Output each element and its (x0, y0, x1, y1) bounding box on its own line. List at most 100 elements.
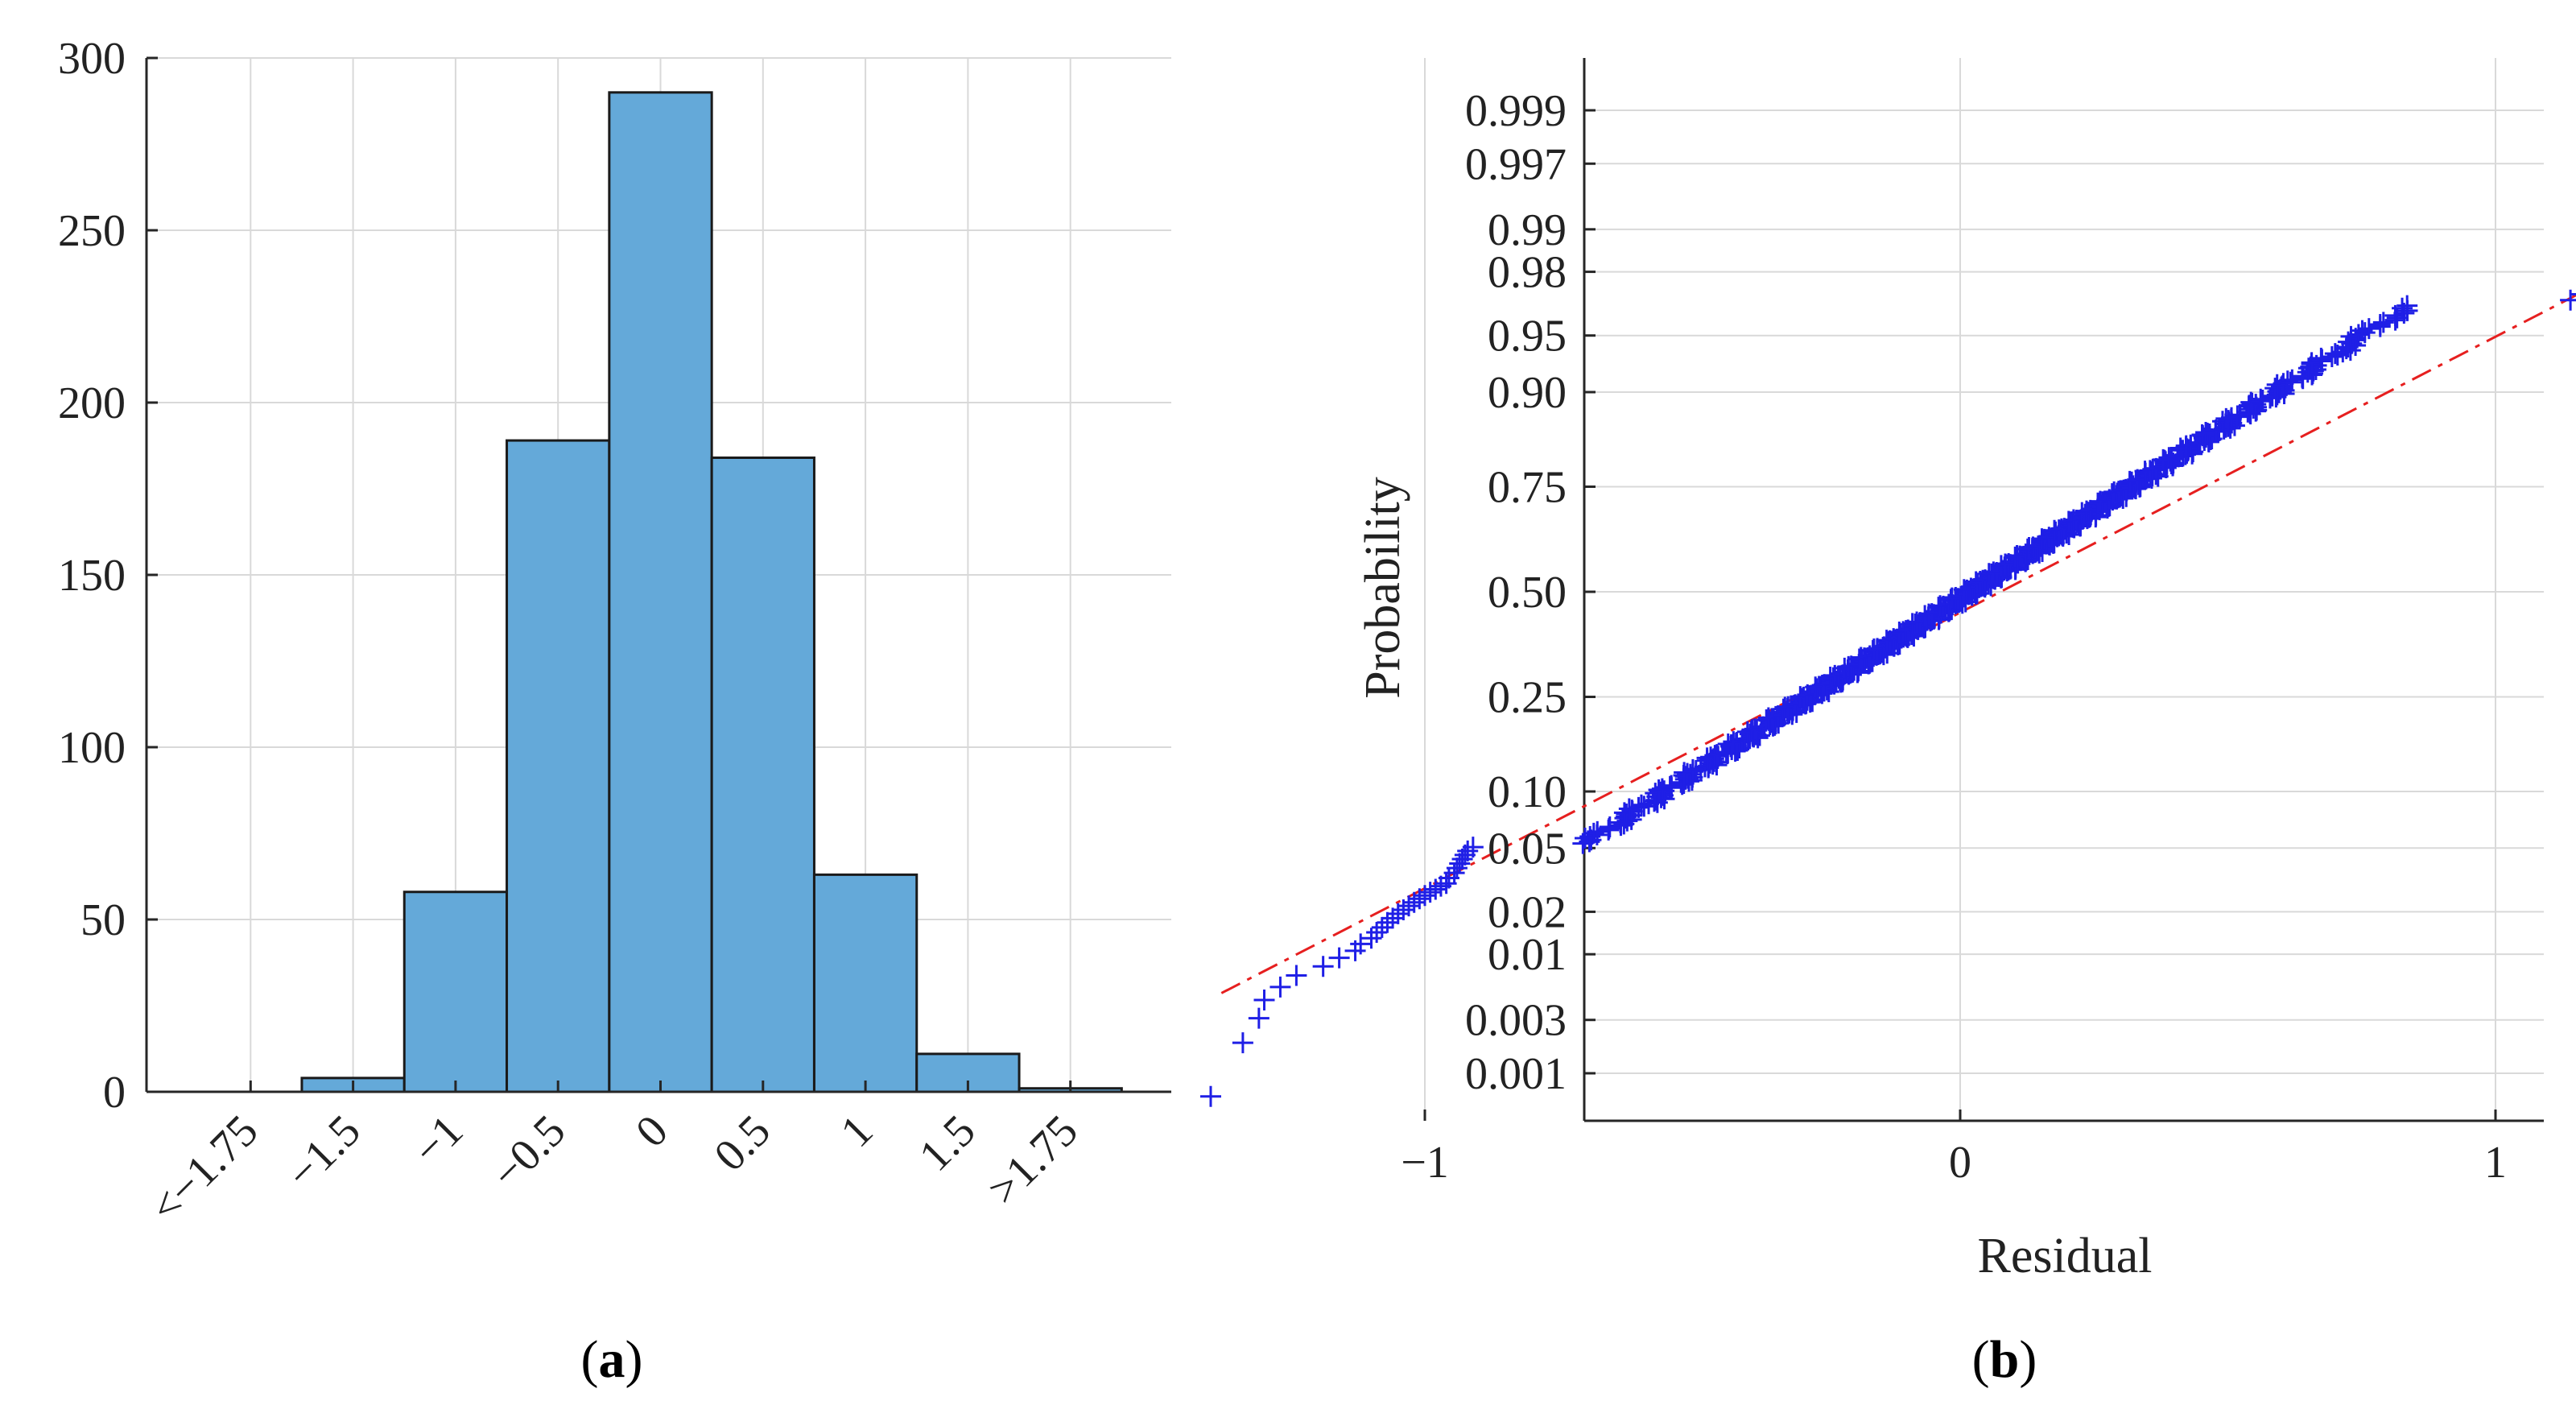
probability-plot-axes (1423, 58, 2544, 1122)
residual-point (2369, 314, 2391, 336)
residual-point (1366, 922, 1388, 944)
histogram-x-tick-label: −0.5 (482, 1105, 576, 1199)
histogram-panel: 0 50 100 150 200 250 300 <−1.75 −1.5 −1 −0.5 0 0.5 1… (58, 34, 1171, 1389)
residual-point (2560, 289, 2576, 311)
residual-point (1360, 928, 1382, 949)
residual-point (1200, 1085, 1221, 1107)
histogram-y-tick-label: 250 (58, 206, 126, 256)
reference-line-segment (1220, 294, 2576, 994)
residual-point (2392, 297, 2413, 319)
residual-point (1575, 828, 1596, 849)
probability-y-tick-label: 0.001 (1465, 1049, 1567, 1099)
histogram-bar (506, 439, 611, 1093)
residual-point (1435, 873, 1457, 895)
histogram-x-tick-labels: <−1.75 −1.5 −1 −0.5 0 0.5 1 1.5>1.75 (141, 1105, 1088, 1233)
residual-point (2570, 292, 2576, 295)
residual-x-tick-label: −1 (1401, 1138, 1449, 1188)
x-axis-title: Residual (1978, 1229, 2153, 1283)
residual-point (2301, 352, 2322, 374)
probability-y-tick-label: 0.999 (1465, 86, 1567, 136)
probability-y-tick-label: 0.05 (1488, 824, 1567, 874)
residual-point (1419, 882, 1441, 903)
residual-point (1232, 1032, 1253, 1054)
residual-point (1328, 947, 1350, 969)
probability-y-tick-label: 0.003 (1465, 996, 1567, 1046)
histogram-x-tick-label: 0 (626, 1105, 678, 1157)
residual-point (1446, 857, 1468, 879)
histogram-y-tick-label: 100 (58, 723, 126, 773)
panel-label-a: (a) (581, 1330, 643, 1389)
residual-point (1628, 796, 1649, 818)
probability-y-tick-label: 0.50 (1488, 568, 1567, 618)
residual-point (1403, 891, 1425, 913)
probability-y-tick-label: 0.01 (1488, 930, 1567, 980)
histogram-y-tick-label: 0 (103, 1068, 126, 1118)
residual-point (1587, 820, 1608, 842)
probability-y-tick-label: 0.99 (1488, 205, 1567, 255)
probability-plot-grid (1424, 58, 2544, 1121)
histogram-y-tick-label: 150 (58, 551, 126, 601)
residual-point (2372, 312, 2394, 333)
histogram-y-tick-labels: 0 50 100 150 200 250 300 (58, 34, 126, 1118)
residual-point (1425, 878, 1447, 900)
histogram-x-tick-label: −1.5 (277, 1105, 370, 1199)
residual-point (1457, 840, 1479, 862)
residual-point (1462, 837, 1484, 858)
histogram-bars (300, 91, 1123, 1093)
histogram-bar (710, 456, 815, 1093)
residual-point (1443, 862, 1465, 884)
histogram-x-tick-label: 1.5 (910, 1105, 985, 1180)
probability-y-tick-label: 0.10 (1488, 767, 1567, 817)
residual-point (1269, 976, 1291, 998)
residual-point (1449, 853, 1471, 874)
histogram-bar (402, 891, 509, 1093)
histogram-x-tick-label: <−1.75 (141, 1105, 268, 1233)
probability-y-tick-label: 0.02 (1488, 887, 1567, 937)
y-axis-title: Probability (1356, 477, 1410, 699)
probability-y-tick-label: 0.75 (1488, 462, 1567, 512)
histogram-bar (608, 91, 713, 1093)
residual-point (1414, 885, 1435, 907)
residual-point (2277, 370, 2298, 392)
residual-point (1387, 903, 1409, 924)
probability-y-tick-label: 0.25 (1488, 673, 1567, 723)
residual-point (2321, 345, 2343, 367)
residual-point (1350, 933, 1372, 955)
residual-point (2281, 369, 2303, 391)
residual-x-tick-labels: −1012 (1401, 1138, 2507, 1188)
histogram-x-tick-label: 0.5 (705, 1105, 780, 1180)
histogram-bar (812, 873, 919, 1093)
residual-point (1583, 822, 1604, 844)
histogram-x-tick-label: 1 (832, 1105, 883, 1157)
residual-point (1599, 816, 1620, 838)
residual-point (1312, 956, 1334, 977)
histogram-x-tick-label: >1.75 (978, 1105, 1087, 1214)
residual-point (2310, 347, 2332, 369)
probability-y-tick-label: 0.997 (1465, 139, 1567, 189)
histogram-axes (145, 56, 1171, 1093)
histogram-y-tick-label: 300 (58, 34, 126, 84)
residual-points (1200, 289, 2576, 1107)
probability-y-tick-label: 0.95 (1488, 312, 1567, 362)
residual-point (1286, 965, 1307, 986)
probability-y-tick-label: 0.98 (1488, 248, 1567, 298)
residual-point (1618, 798, 1640, 820)
residual-point (1398, 895, 1420, 917)
residual-point (2280, 371, 2301, 393)
panel-label-b: (b) (1972, 1330, 2037, 1389)
residual-point (1409, 888, 1430, 910)
residual-point (2354, 322, 2376, 344)
residual-x-tick-label: 0 (1949, 1138, 1971, 1188)
histogram-x-tick-label: −1 (403, 1105, 473, 1175)
residual-point (1393, 899, 1414, 921)
residual-point (1248, 1007, 1269, 1029)
reference-line (1220, 294, 2576, 994)
residual-point (1633, 795, 1655, 817)
residual-point (2358, 318, 2380, 340)
residual-point (1382, 907, 1404, 929)
histogram-y-tick-label: 50 (80, 895, 126, 945)
histogram-y-tick-label: 200 (58, 378, 126, 428)
